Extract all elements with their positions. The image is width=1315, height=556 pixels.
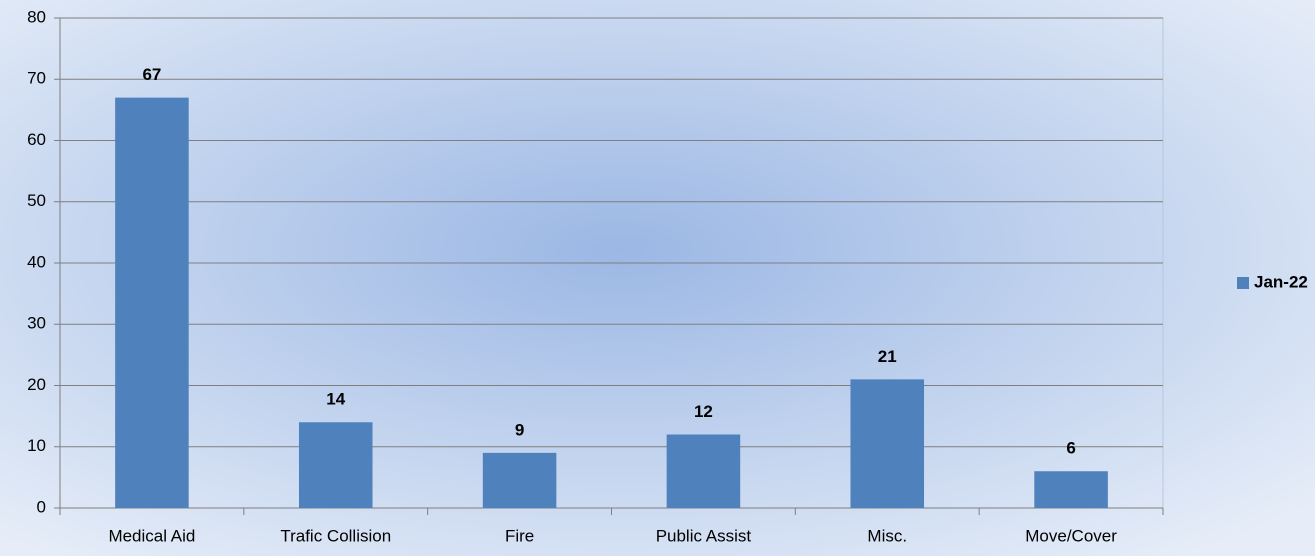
bar xyxy=(1034,471,1108,508)
data-label: 6 xyxy=(1066,439,1075,458)
bar xyxy=(666,434,741,508)
y-tick-label: 10 xyxy=(27,436,46,455)
data-label: 14 xyxy=(326,390,345,409)
y-tick-label: 0 xyxy=(37,497,46,516)
legend-swatch xyxy=(1237,277,1249,289)
y-tick-label: 40 xyxy=(27,252,46,271)
y-tick-label: 70 xyxy=(27,69,46,88)
x-tick-label: Trafic Collision xyxy=(280,526,391,545)
y-tick-label: 20 xyxy=(27,375,46,394)
legend-label: Jan-22 xyxy=(1254,272,1308,291)
bar xyxy=(298,422,373,508)
x-tick-label: Public Assist xyxy=(656,526,752,545)
bar xyxy=(115,97,189,508)
bar xyxy=(482,452,557,508)
y-tick-label: 50 xyxy=(27,191,46,210)
data-label: 9 xyxy=(515,420,524,439)
x-tick-label: Medical Aid xyxy=(108,526,195,545)
data-label: 12 xyxy=(694,402,713,421)
x-tick-label: Move/Cover xyxy=(1025,526,1117,545)
x-tick-label: Misc. xyxy=(867,526,907,545)
y-tick-label: 30 xyxy=(27,314,46,333)
y-tick-label: 60 xyxy=(27,130,46,149)
data-label: 67 xyxy=(142,65,161,84)
data-label: 21 xyxy=(878,347,897,366)
bar xyxy=(850,379,925,508)
x-tick-label: Fire xyxy=(505,526,534,545)
y-tick-label: 80 xyxy=(27,7,46,26)
